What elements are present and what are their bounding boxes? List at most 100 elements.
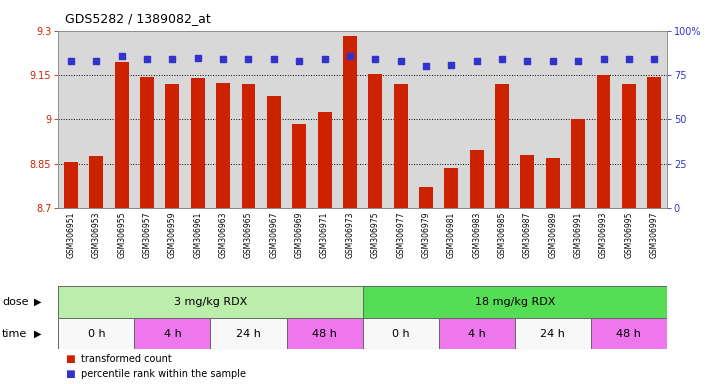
Text: 18 mg/kg RDX: 18 mg/kg RDX: [474, 297, 555, 307]
Text: GSM306971: GSM306971: [320, 212, 329, 258]
Text: GSM306987: GSM306987: [523, 212, 532, 258]
Point: [471, 58, 482, 64]
Text: GSM306995: GSM306995: [624, 212, 634, 258]
Point: [522, 58, 533, 64]
Bar: [191, 78, 205, 208]
Point: [547, 58, 559, 64]
Text: GSM306973: GSM306973: [346, 212, 354, 258]
Text: 4 h: 4 h: [164, 329, 181, 339]
Point: [141, 56, 153, 63]
Text: GSM306961: GSM306961: [193, 212, 202, 258]
Bar: [647, 77, 661, 208]
Text: 0 h: 0 h: [87, 329, 105, 339]
Text: GSM306959: GSM306959: [168, 212, 177, 258]
Text: GSM306965: GSM306965: [244, 212, 253, 258]
Text: GSM306991: GSM306991: [574, 212, 582, 258]
Text: GSM306957: GSM306957: [143, 212, 151, 258]
Bar: [419, 187, 433, 208]
Bar: [287, 318, 363, 349]
Text: ■: ■: [65, 354, 75, 364]
Bar: [216, 83, 230, 208]
Text: ▶: ▶: [34, 329, 42, 339]
Text: ▶: ▶: [34, 297, 42, 307]
Bar: [368, 74, 383, 208]
Bar: [134, 318, 210, 349]
Bar: [520, 155, 535, 208]
Bar: [444, 168, 459, 208]
Point: [344, 53, 356, 59]
Text: 0 h: 0 h: [392, 329, 410, 339]
Text: 24 h: 24 h: [540, 329, 565, 339]
Text: dose: dose: [2, 297, 28, 307]
Point: [395, 58, 407, 64]
Bar: [242, 84, 255, 208]
Point: [446, 61, 457, 68]
Text: GSM306967: GSM306967: [269, 212, 278, 258]
Bar: [292, 124, 306, 208]
Text: 4 h: 4 h: [468, 329, 486, 339]
Bar: [363, 318, 439, 349]
Text: transformed count: transformed count: [81, 354, 172, 364]
Point: [242, 56, 254, 63]
Bar: [470, 151, 483, 208]
Text: GSM306981: GSM306981: [447, 212, 456, 258]
Point: [192, 55, 203, 61]
Text: 48 h: 48 h: [616, 329, 641, 339]
Text: GSM306979: GSM306979: [422, 212, 430, 258]
Point: [572, 58, 584, 64]
Bar: [166, 84, 179, 208]
Point: [319, 56, 330, 63]
Bar: [58, 286, 363, 318]
Text: GSM306955: GSM306955: [117, 212, 126, 258]
Bar: [546, 158, 560, 208]
Bar: [591, 318, 667, 349]
Point: [218, 56, 229, 63]
Bar: [439, 318, 515, 349]
Bar: [114, 62, 129, 208]
Bar: [267, 96, 281, 208]
Point: [268, 56, 279, 63]
Bar: [363, 286, 667, 318]
Text: 24 h: 24 h: [236, 329, 261, 339]
Bar: [90, 156, 103, 208]
Bar: [140, 77, 154, 208]
Text: GSM306997: GSM306997: [650, 212, 658, 258]
Text: GSM306969: GSM306969: [295, 212, 304, 258]
Text: percentile rank within the sample: percentile rank within the sample: [81, 369, 246, 379]
Text: GSM306989: GSM306989: [548, 212, 557, 258]
Point: [116, 53, 127, 59]
Point: [648, 56, 660, 63]
Text: 48 h: 48 h: [312, 329, 337, 339]
Bar: [58, 318, 134, 349]
Point: [623, 56, 634, 63]
Text: GSM306983: GSM306983: [472, 212, 481, 258]
Text: GSM306963: GSM306963: [219, 212, 228, 258]
Bar: [394, 84, 407, 208]
Text: time: time: [2, 329, 28, 339]
Point: [90, 58, 102, 64]
Text: GSM306985: GSM306985: [498, 212, 506, 258]
Bar: [210, 318, 287, 349]
Bar: [622, 84, 636, 208]
Text: GSM306975: GSM306975: [371, 212, 380, 258]
Bar: [495, 84, 509, 208]
Bar: [64, 162, 78, 208]
Bar: [343, 36, 357, 208]
Bar: [597, 75, 611, 208]
Bar: [318, 112, 331, 208]
Point: [65, 58, 77, 64]
Text: 3 mg/kg RDX: 3 mg/kg RDX: [173, 297, 247, 307]
Point: [370, 56, 381, 63]
Text: GSM306951: GSM306951: [67, 212, 75, 258]
Point: [294, 58, 305, 64]
Text: GSM306993: GSM306993: [599, 212, 608, 258]
Text: GDS5282 / 1389082_at: GDS5282 / 1389082_at: [65, 12, 211, 25]
Point: [166, 56, 178, 63]
Bar: [515, 318, 591, 349]
Text: ■: ■: [65, 369, 75, 379]
Text: GSM306953: GSM306953: [92, 212, 101, 258]
Text: GSM306977: GSM306977: [396, 212, 405, 258]
Point: [496, 56, 508, 63]
Bar: [571, 119, 585, 208]
Point: [420, 63, 432, 70]
